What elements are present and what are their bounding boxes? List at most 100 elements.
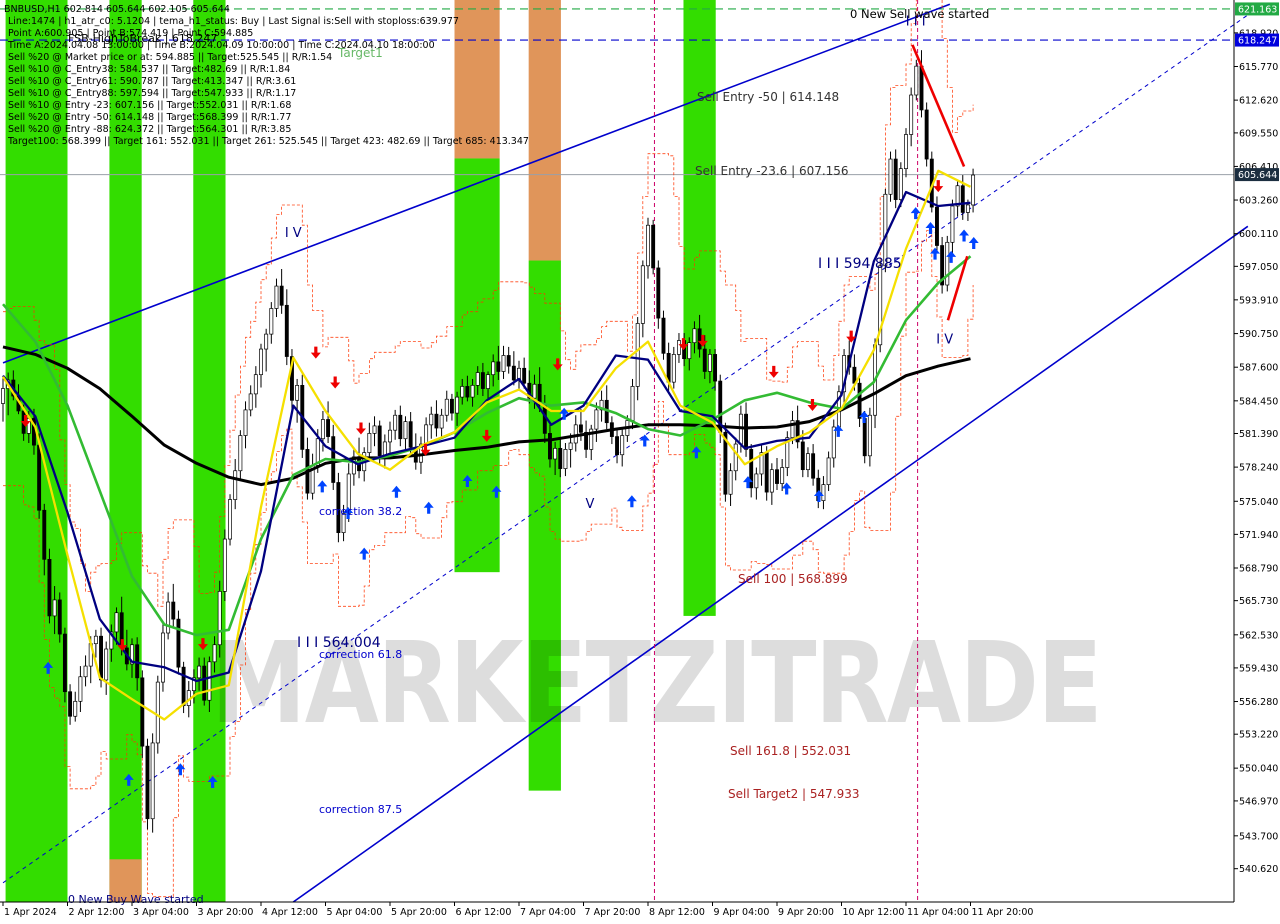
y-tick-label: 593.910 [1239, 295, 1278, 306]
candle-body [795, 420, 800, 443]
candle-body [553, 447, 558, 460]
candle [780, 459, 785, 492]
candle-body [950, 205, 955, 243]
y-tick-label: 609.550 [1239, 128, 1278, 139]
candle-body [883, 193, 888, 267]
candle-body [295, 385, 300, 401]
channel-line-1 [292, 225, 1249, 903]
candle-body [769, 469, 774, 493]
info-line: Sell %20 @ Entry -50: 614.148 || Target:… [8, 112, 291, 123]
candle-body [114, 612, 119, 633]
candle-body [744, 413, 748, 450]
candle [217, 580, 222, 658]
candle-body [568, 442, 573, 450]
y-tick-label: 597.050 [1239, 262, 1278, 273]
buy-arrow-icon [813, 489, 824, 502]
candle-body [424, 424, 429, 445]
candle-body [826, 457, 831, 485]
buy-arrow-icon [175, 763, 186, 776]
candle-body [367, 433, 372, 453]
candle [68, 684, 73, 725]
candle [269, 302, 274, 344]
candle [568, 433, 573, 468]
candle-body [253, 374, 258, 395]
target1-label: Target1 [337, 46, 383, 60]
candle [620, 428, 625, 467]
zone-green-3 [193, 0, 226, 902]
candle [795, 405, 800, 449]
candle [594, 402, 599, 442]
candle [145, 738, 150, 830]
channel-line-2 [2, 14, 1249, 884]
candle-body [212, 644, 217, 663]
candle-body [511, 365, 516, 381]
candle-body [135, 644, 140, 679]
x-tick-label: 3 Apr 04:00 [133, 907, 189, 918]
y-tick-label: 578.240 [1239, 463, 1278, 474]
candle [883, 188, 888, 273]
candle-body [274, 285, 279, 309]
sell-arrow-icon [697, 334, 708, 347]
candle [398, 405, 403, 447]
candle-body [83, 665, 88, 678]
candle-body [202, 665, 207, 701]
candle [888, 151, 893, 202]
candle [522, 357, 527, 389]
candle-body [372, 425, 377, 434]
candle-body [336, 482, 341, 534]
candle-body [68, 691, 73, 717]
candle [940, 236, 945, 294]
candle-body [548, 433, 552, 460]
candle-body [646, 224, 650, 267]
info-line: Point A:600.905 | Point B:574.419 | Poin… [8, 28, 253, 39]
candle-body [785, 437, 790, 468]
candle-body [222, 538, 227, 592]
candle [821, 476, 826, 510]
candle-body [790, 420, 795, 439]
candle-body [181, 666, 186, 706]
candle [83, 655, 88, 687]
candle-body [486, 374, 490, 389]
candle [444, 390, 449, 422]
zone-orange-2 [109, 859, 142, 902]
buy-arrow-icon [423, 501, 434, 514]
zone-green-1 [109, 0, 142, 902]
buy-arrow-icon [462, 475, 473, 488]
candle [1, 375, 5, 422]
price-tag-current: 605.644 [1235, 168, 1279, 182]
candle-body [1, 388, 5, 404]
candle [661, 310, 666, 360]
info-line: Sell %20 @ Market price or at: 594.885 |… [8, 52, 332, 63]
candle [506, 346, 511, 374]
sell-arrow-icon [310, 346, 321, 359]
pattern-line-0 [911, 44, 966, 168]
buy-arrow-icon [925, 222, 936, 235]
pattern-line-1 [946, 255, 969, 321]
candle-body [909, 94, 914, 135]
candle [924, 102, 929, 167]
candle [470, 378, 475, 407]
candle [496, 345, 501, 381]
candle [775, 457, 779, 490]
candle-body [759, 452, 764, 475]
candle [295, 378, 300, 423]
candle [646, 217, 650, 279]
y-tick-label: 546.970 [1239, 796, 1278, 807]
candle [728, 463, 733, 506]
candle [651, 219, 656, 275]
candle-body [150, 742, 155, 820]
candle-body [589, 428, 594, 450]
candle [553, 441, 558, 476]
candle [491, 354, 496, 387]
candle [42, 503, 47, 576]
candle [826, 451, 831, 492]
candle-body [104, 648, 109, 681]
candle-body [145, 745, 150, 820]
candle-body [140, 677, 145, 747]
sell-arrow-icon [678, 338, 689, 351]
candle-body [191, 677, 196, 691]
x-tick-label: 11 Apr 20:00 [972, 907, 1034, 918]
price-tag-label: 618.247 [1238, 36, 1277, 47]
price-tag-bg [1235, 33, 1279, 47]
